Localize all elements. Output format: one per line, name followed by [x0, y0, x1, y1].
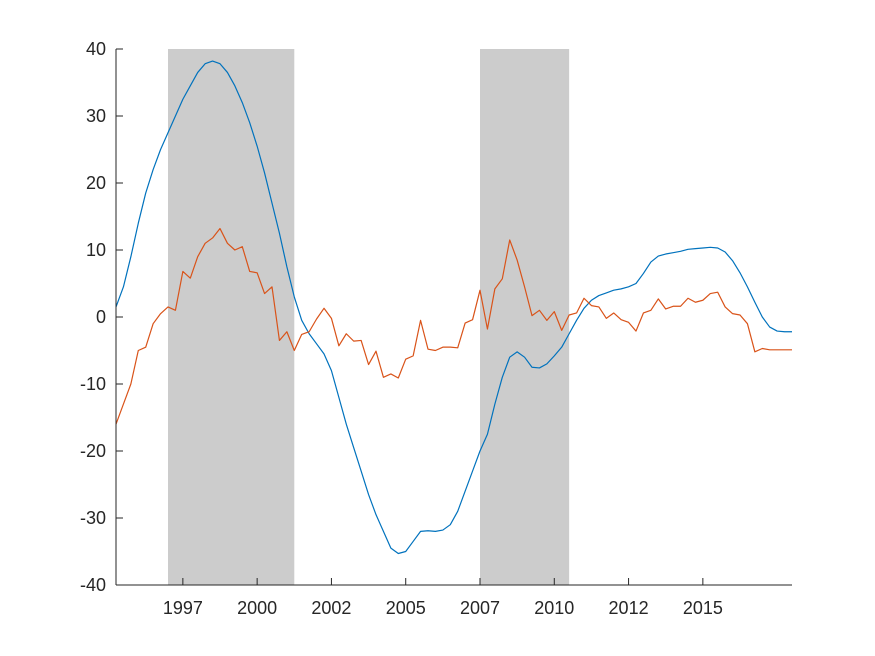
x-tick-label: 2002 — [311, 598, 351, 618]
y-tick-label: -20 — [80, 441, 106, 461]
y-tick-label: 10 — [86, 240, 106, 260]
y-tick-label: 0 — [96, 307, 106, 327]
shaded-period-1 — [168, 49, 295, 585]
y-tick-label: 30 — [86, 106, 106, 126]
x-tick-label: 2015 — [683, 598, 723, 618]
x-tick-label: 2012 — [609, 598, 649, 618]
series-line-2 — [115, 227, 792, 425]
x-tick-label: 2007 — [460, 598, 500, 618]
y-tick-label: 40 — [86, 39, 106, 59]
y-tick-label: -30 — [80, 508, 106, 528]
x-tick-label: 2010 — [534, 598, 574, 618]
y-tick-label: -10 — [80, 374, 106, 394]
shaded-period-2 — [480, 49, 570, 585]
series-line-1 — [115, 60, 792, 555]
series-lines — [115, 60, 792, 555]
x-tick-label: 2005 — [386, 598, 426, 618]
y-tick-label: 20 — [86, 173, 106, 193]
x-tick-label: 1997 — [163, 598, 203, 618]
y-tick-label: -40 — [80, 575, 106, 595]
shaded-periods — [168, 49, 570, 585]
x-tick-label: 2000 — [237, 598, 277, 618]
